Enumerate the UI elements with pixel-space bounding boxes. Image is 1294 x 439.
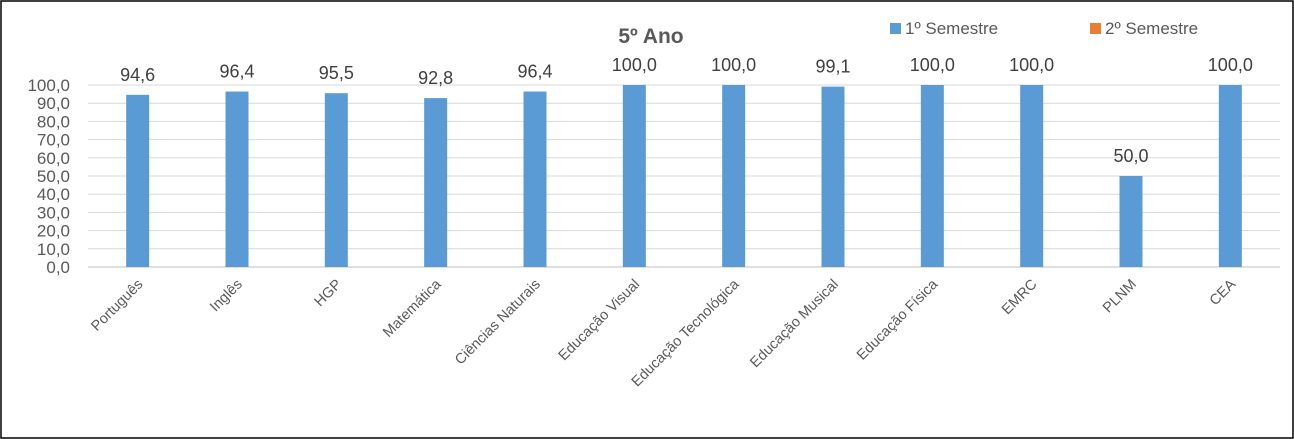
y-tick-label: 40,0 [37, 185, 70, 204]
data-label: 94,6 [120, 65, 155, 85]
legend-swatch [890, 23, 901, 34]
data-label: 100,0 [612, 55, 657, 75]
data-label: 100,0 [910, 55, 955, 75]
legend-label: 2º Semestre [1105, 19, 1198, 38]
bar [722, 85, 746, 267]
y-tick-label: 30,0 [37, 203, 70, 222]
bar [1020, 85, 1044, 267]
bars [126, 85, 1242, 267]
bar [424, 98, 448, 267]
bar [622, 85, 646, 267]
data-label: 96,4 [219, 62, 254, 82]
y-tick-label: 10,0 [37, 240, 70, 259]
data-label: 100,0 [1208, 55, 1253, 75]
y-tick-label: 50,0 [37, 167, 70, 186]
bar [225, 91, 249, 267]
bar [1119, 176, 1143, 267]
data-label: 100,0 [711, 55, 756, 75]
y-tick-label: 20,0 [37, 222, 70, 241]
legend-label: 1º Semestre [905, 19, 998, 38]
data-label: 95,5 [319, 63, 354, 83]
bar [1218, 85, 1242, 267]
y-axis-ticks: 0,010,020,030,040,050,060,070,080,090,01… [27, 76, 70, 277]
gridlines [88, 84, 1280, 268]
y-tick-label: 100,0 [27, 76, 70, 95]
bar [821, 86, 845, 267]
y-tick-label: 70,0 [37, 131, 70, 150]
data-labels: 94,6 96,4 95,5 92,8 96,4 100,0 100,0 99,1 100,0 1… [120, 55, 1253, 166]
data-label: 92,8 [418, 68, 453, 88]
bar [523, 91, 547, 267]
y-tick-label: 0,0 [46, 258, 70, 277]
bar [324, 93, 348, 267]
legend-swatch [1090, 23, 1101, 34]
y-tick-label: 80,0 [37, 112, 70, 131]
data-label: 96,4 [517, 62, 552, 82]
data-label: 50,0 [1113, 146, 1148, 166]
data-label: 99,1 [815, 57, 850, 77]
bar [920, 85, 944, 267]
legend: 1º Semestre 2º Semestre [890, 19, 1198, 38]
chart-title: 5º Ano [618, 25, 683, 48]
bar [126, 94, 150, 267]
y-tick-label: 90,0 [37, 94, 70, 113]
y-tick-label: 60,0 [37, 149, 70, 168]
data-label: 100,0 [1009, 55, 1054, 75]
